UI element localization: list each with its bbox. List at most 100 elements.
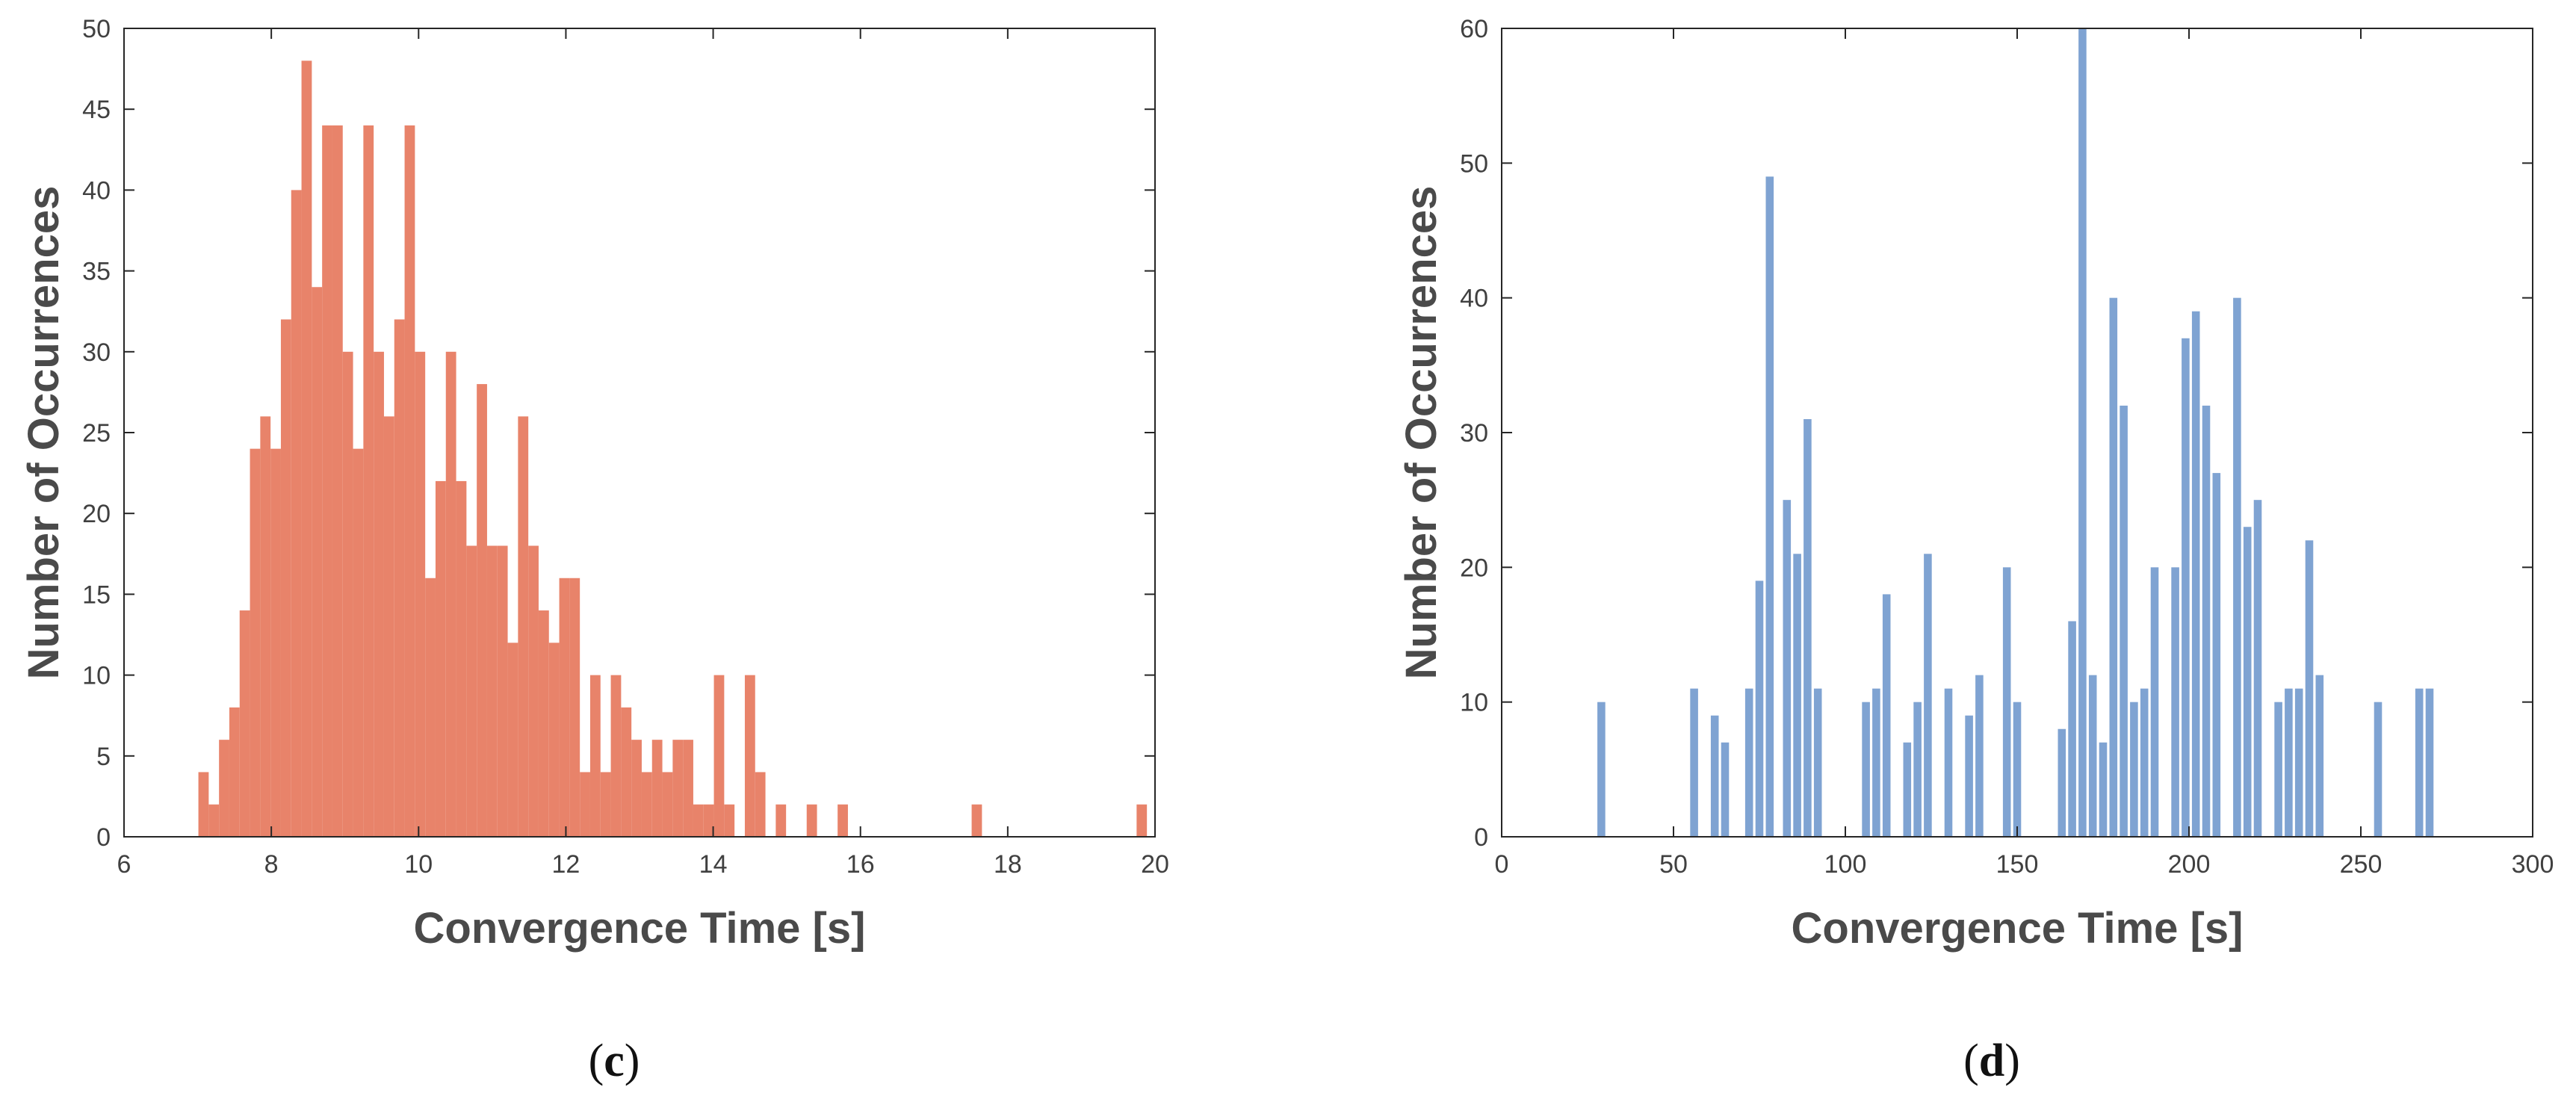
bar (2202, 405, 2211, 837)
bar (1755, 581, 1764, 837)
y-tick-label: 35 (82, 258, 111, 286)
x-tick-label: 18 (994, 850, 1022, 879)
bar (837, 804, 848, 837)
bar (1872, 688, 1880, 837)
bar (1765, 176, 1774, 837)
bar (1913, 702, 1922, 837)
bar (683, 740, 693, 837)
x-tick-label: 12 (552, 850, 580, 879)
caption-letter: d (1979, 1036, 2004, 1086)
bar (2013, 702, 2022, 837)
bar (2253, 500, 2262, 837)
bar (229, 707, 240, 837)
bar (425, 578, 436, 837)
y-tick-label: 60 (1460, 15, 1488, 43)
bar (538, 610, 549, 837)
bar (374, 351, 384, 837)
bar (2109, 297, 2118, 837)
x-tick-label: 14 (699, 850, 728, 879)
y-tick-label: 20 (1460, 554, 1488, 582)
bar (239, 610, 250, 837)
y-tick-label: 40 (1460, 285, 1488, 313)
x-tick-label: 200 (2168, 850, 2211, 879)
bar (1710, 715, 1719, 837)
bar (2305, 540, 2314, 837)
x-tick-label: 20 (1141, 850, 1169, 879)
bar (208, 804, 220, 837)
bar (2088, 675, 2097, 837)
panel-caption: (c) (589, 1036, 640, 1086)
y-tick-label: 50 (1460, 149, 1488, 178)
y-tick-label: 10 (82, 662, 111, 690)
x-tick-label: 10 (404, 850, 433, 879)
bar (456, 480, 467, 837)
bar (2374, 702, 2383, 837)
bar (2425, 688, 2434, 837)
bar (744, 675, 755, 837)
bar (580, 772, 590, 837)
bar (1793, 554, 1801, 837)
bar (755, 772, 766, 837)
bar (280, 319, 291, 837)
bar (312, 287, 323, 837)
bar (518, 416, 529, 837)
bar (1783, 500, 1792, 837)
bar (2212, 473, 2221, 837)
bar (641, 772, 652, 837)
bar (363, 125, 374, 838)
bar (1744, 688, 1753, 837)
bar (2274, 702, 2282, 837)
bar (383, 416, 394, 837)
y-tick-label: 0 (1474, 823, 1488, 852)
bar (2068, 621, 2076, 837)
x-tick-label: 300 (2512, 850, 2554, 879)
bar (1721, 742, 1730, 837)
y-tick-label: 25 (82, 419, 111, 448)
x-tick-label: 0 (1495, 850, 1509, 879)
bar (198, 772, 209, 837)
chart-panel-c: 6 8 10 12 14 16 18 20 0 5 10 15 20 25 30 35 40 45 50 Conver… (19, 15, 1169, 1086)
caption-paren-open: ( (589, 1036, 604, 1086)
bar (1975, 675, 1984, 837)
bar (219, 740, 229, 837)
bar (2058, 728, 2066, 837)
bar (1136, 804, 1148, 837)
bar (2120, 405, 2128, 837)
bar (1965, 715, 1973, 837)
bar (775, 804, 787, 837)
bar (2078, 28, 2087, 837)
y-tick-label: 45 (82, 96, 111, 124)
chart-panel-d: 0 50 100 150 200 250 300 0 10 20 30 40 50 60 Convergen… (1397, 15, 2554, 1086)
bar (2233, 297, 2241, 837)
bar (703, 804, 714, 837)
y-axis-label: Number of Occurrences (1397, 186, 1446, 680)
bar (806, 804, 817, 837)
bar (2130, 702, 2138, 837)
bar (971, 804, 982, 837)
bar (672, 740, 684, 837)
x-tick-label: 100 (1824, 850, 1867, 879)
bar (2099, 742, 2108, 837)
bar (2150, 567, 2159, 837)
bar (713, 675, 725, 837)
caption-paren-close: ) (625, 1036, 640, 1086)
bar (1813, 688, 1822, 837)
bar (301, 61, 312, 837)
bar (2002, 567, 2011, 837)
bar (1597, 702, 1606, 837)
y-tick-label: 30 (82, 338, 111, 367)
bar (486, 545, 498, 837)
y-tick-label: 50 (82, 15, 111, 43)
bar (477, 384, 487, 837)
bar (2171, 567, 2179, 837)
x-tick-label: 50 (1659, 850, 1688, 879)
bar (631, 740, 642, 837)
bar (332, 125, 343, 838)
x-tick-label: 6 (117, 850, 131, 879)
bar (435, 480, 446, 837)
bar (1882, 594, 1891, 837)
bar (2285, 688, 2293, 837)
caption-paren-close: ) (2004, 1036, 2020, 1086)
bar (589, 675, 601, 837)
